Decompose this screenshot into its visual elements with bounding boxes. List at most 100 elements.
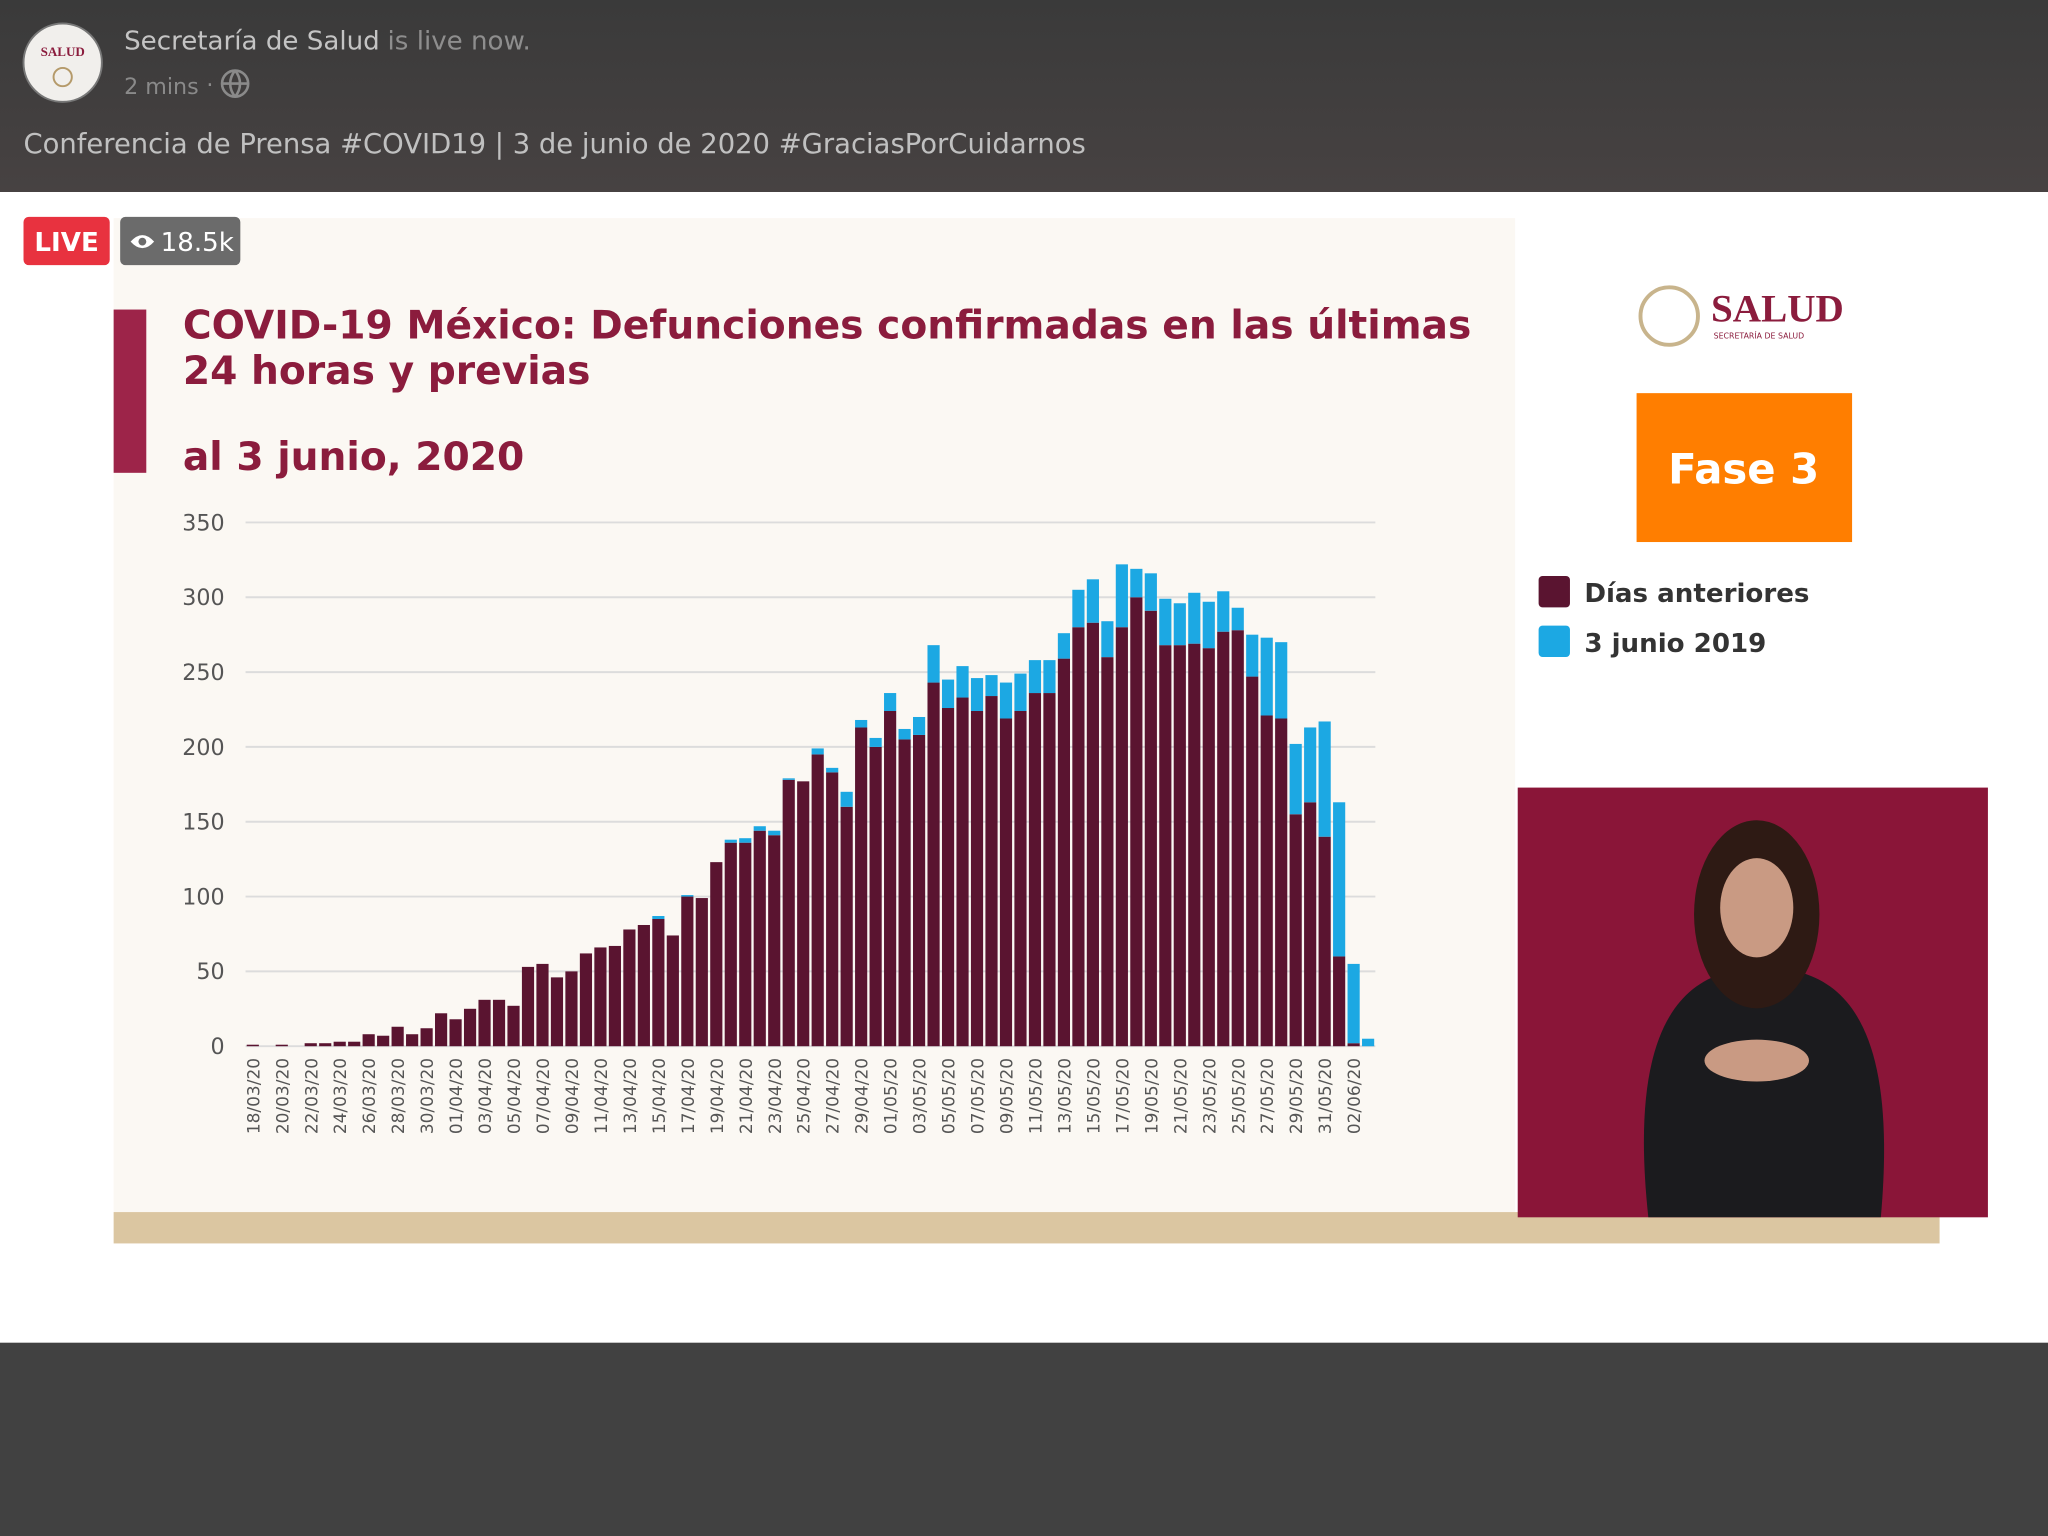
bar-segment [1217, 591, 1230, 632]
y-tick-label: 350 [182, 510, 224, 536]
bar-segment [1115, 627, 1128, 1047]
bar-segment [1130, 568, 1143, 598]
bar-segment [652, 919, 665, 1047]
bar-segment [1347, 1043, 1360, 1047]
logo-emblem [1638, 285, 1700, 347]
x-tick-label: 01/05/20 [882, 1058, 902, 1134]
bar-segment [970, 678, 984, 712]
y-tick-label: 200 [182, 735, 224, 761]
x-tick-label: 03/05/20 [911, 1058, 931, 1134]
bar-segment [1318, 721, 1331, 837]
bar-segment [927, 682, 940, 1047]
title-accent [113, 309, 147, 473]
bar-segment [1246, 676, 1259, 1047]
bar-segment [623, 929, 636, 1047]
bar-segment [898, 739, 911, 1047]
x-tick-label: 22/03/20 [302, 1058, 322, 1134]
bar-segment [1362, 1038, 1375, 1047]
x-tick-label: 25/05/20 [1229, 1058, 1249, 1134]
x-tick-label: 26/03/20 [360, 1058, 380, 1134]
phase-box [1636, 393, 1853, 543]
y-tick-label: 150 [182, 810, 224, 836]
bar-segment [507, 1005, 520, 1047]
x-tick-label: 17/04/20 [679, 1058, 699, 1134]
x-tick-label: 02/06/20 [1345, 1058, 1365, 1134]
x-tick-label: 17/05/20 [1113, 1058, 1133, 1134]
x-tick-label: 27/04/20 [824, 1058, 844, 1134]
bar-segment [1173, 603, 1186, 646]
bar-segment [855, 719, 868, 728]
bar-segment [406, 1034, 419, 1047]
x-tick-label: 19/05/20 [1142, 1058, 1162, 1134]
post-title: Secretaría de Salud is live now. [124, 27, 531, 57]
live-label: LIVE [34, 228, 98, 258]
bar-segment [304, 1043, 317, 1047]
x-tick-label: 03/04/20 [476, 1058, 496, 1134]
x-tick-label: 20/03/20 [273, 1058, 293, 1134]
phase-label: Fase 3 [1668, 444, 1819, 493]
bar-segment [1188, 592, 1201, 644]
legend-label: 3 junio 2019 [1584, 629, 1766, 659]
viewer-badge [120, 216, 241, 266]
bar-segment [869, 737, 882, 747]
bar-segment [710, 862, 723, 1047]
bar-segment [898, 728, 911, 740]
bar-segment [782, 779, 795, 1047]
bar-segment [826, 772, 839, 1047]
bar-segment [1101, 657, 1114, 1047]
x-tick-label: 18/03/20 [244, 1058, 264, 1134]
bar-segment [319, 1043, 332, 1047]
bar-segment [1173, 645, 1186, 1047]
bar-segment [884, 711, 897, 1047]
bar-segment [1318, 836, 1331, 1047]
bar-segment [1304, 727, 1317, 803]
chart-title: COVID-19 México: Defunciones confirmadas… [182, 303, 1472, 395]
bar-segment [782, 778, 795, 780]
bar-segment [1014, 673, 1027, 712]
bar-segment [927, 645, 940, 683]
bar-segment [970, 711, 984, 1047]
bar-segment [362, 1034, 375, 1047]
post-footer [0, 1342, 2048, 1536]
bar-segment [666, 935, 679, 1047]
bar-segment [377, 1035, 390, 1047]
bar-segment [1275, 718, 1288, 1047]
interpreter [1643, 820, 1885, 1218]
x-tick-label: 31/05/20 [1316, 1058, 1336, 1134]
bar-segment [1289, 743, 1302, 815]
x-tick-label: 19/04/20 [708, 1058, 728, 1134]
legend-swatch [1538, 576, 1570, 608]
bar-segment [884, 693, 897, 712]
bar-segment [985, 696, 998, 1047]
author[interactable]: Secretaría de Salud [124, 27, 380, 57]
live-badge [23, 216, 110, 266]
separator: · [206, 73, 213, 99]
bar-segment [941, 679, 955, 709]
y-tick-label: 50 [196, 959, 224, 985]
bar-segment [550, 977, 564, 1047]
x-tick-label: 07/05/20 [969, 1058, 989, 1134]
x-tick-label: 23/05/20 [1200, 1058, 1220, 1134]
bar-segment [912, 716, 926, 735]
bar-segment [1260, 637, 1273, 716]
bar-segment [420, 1028, 433, 1047]
bar-segment [1014, 711, 1027, 1047]
bar-segment [826, 767, 839, 773]
globe-icon [220, 69, 250, 98]
bar-segment [1057, 658, 1071, 1047]
x-tick-label: 11/05/20 [1026, 1058, 1046, 1134]
post-time[interactable]: 2 mins [124, 74, 199, 100]
caption: Conferencia de Prensa #COVID19 | 3 de ju… [24, 129, 1086, 160]
legend-label: Días anteriores [1584, 579, 1809, 609]
bar-segment [1028, 693, 1042, 1047]
bar-segment [1202, 648, 1215, 1047]
x-tick-label: 29/05/20 [1287, 1058, 1307, 1134]
logo-text: SALUD [1711, 287, 1844, 330]
bar-segment [608, 945, 621, 1047]
avatar-emblem [52, 66, 73, 88]
bar-segment [478, 999, 491, 1047]
x-tick-label: 11/04/20 [592, 1058, 612, 1134]
avatar[interactable] [22, 22, 103, 103]
bar-segment [536, 963, 549, 1047]
